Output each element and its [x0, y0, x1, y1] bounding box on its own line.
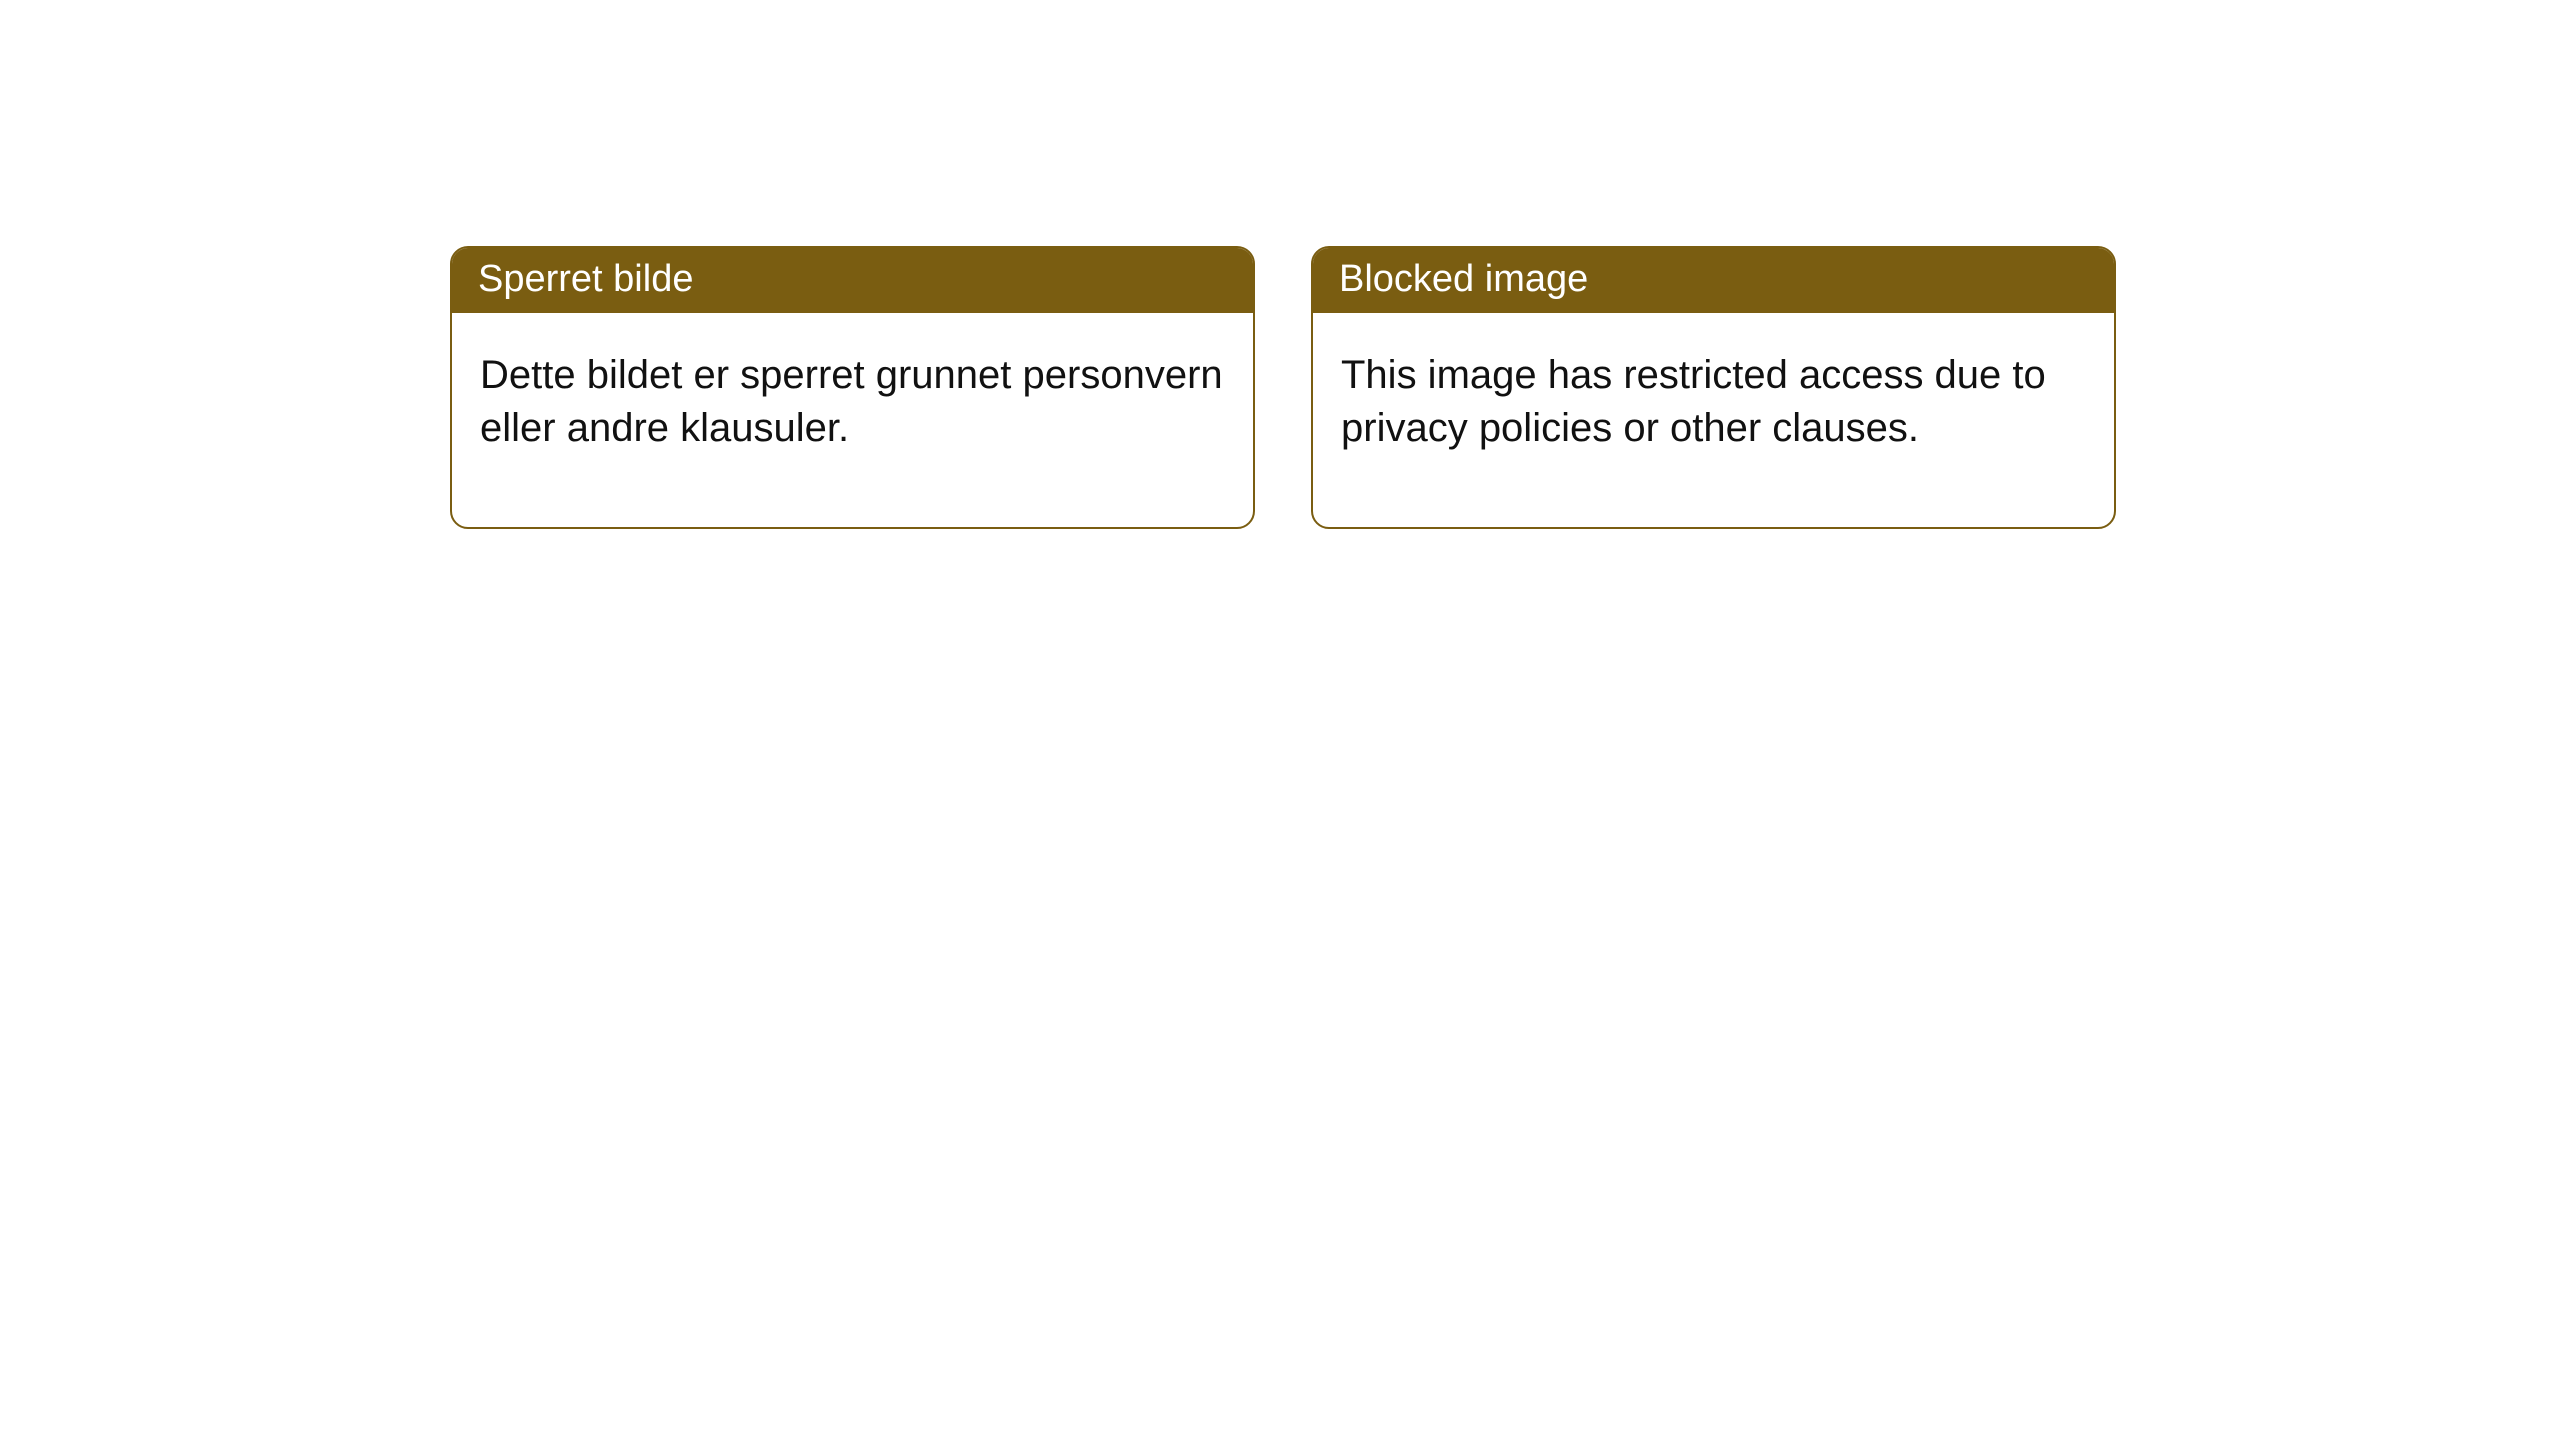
notice-card-title: Blocked image — [1313, 248, 2114, 313]
notice-cards-container: Sperret bilde Dette bildet er sperret gr… — [0, 0, 2560, 529]
notice-card-body: This image has restricted access due to … — [1313, 313, 2114, 527]
notice-card-title: Sperret bilde — [452, 248, 1253, 313]
notice-card-norwegian: Sperret bilde Dette bildet er sperret gr… — [450, 246, 1255, 529]
notice-card-body: Dette bildet er sperret grunnet personve… — [452, 313, 1253, 527]
notice-card-english: Blocked image This image has restricted … — [1311, 246, 2116, 529]
